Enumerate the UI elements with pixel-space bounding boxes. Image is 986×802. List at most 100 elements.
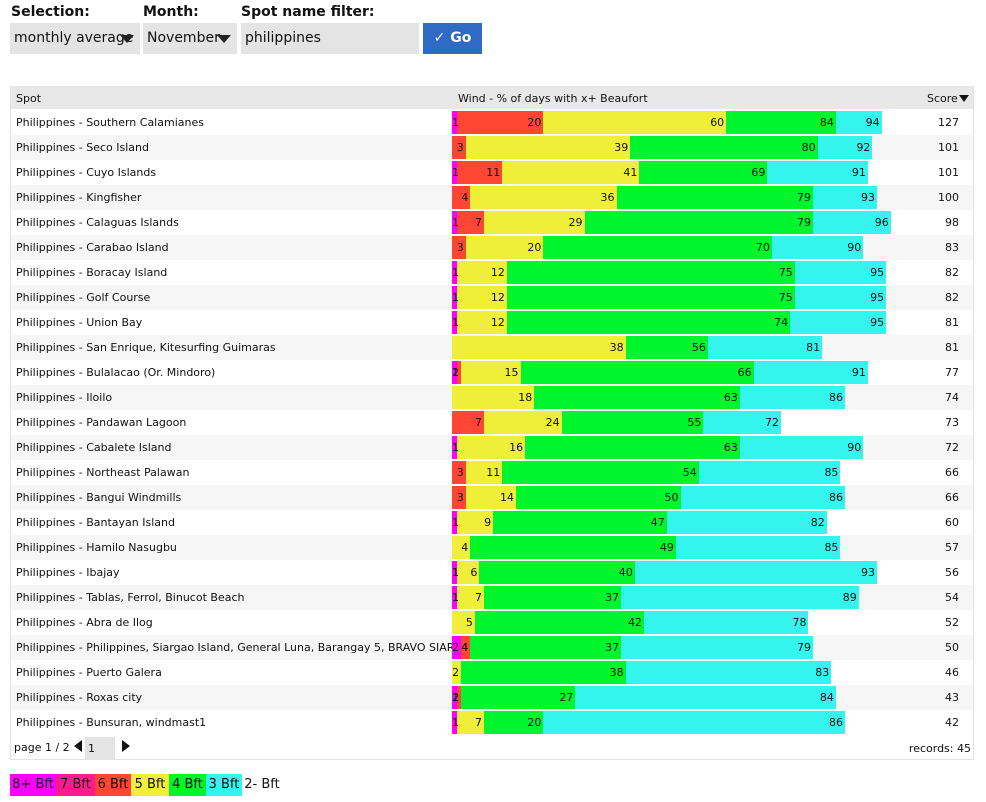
wind-bar-value: 92 <box>856 141 871 154</box>
wind-bar-segment <box>452 386 535 409</box>
table-row[interactable]: Philippines - Bunsuran, windmast11172086… <box>11 710 973 735</box>
wind-bar-segment <box>452 111 457 134</box>
wind-bar-value: 63 <box>723 441 738 454</box>
spot-name[interactable]: Philippines - Union Bay <box>16 316 143 329</box>
table-row[interactable]: Philippines - Northeast Palawan 3 11 54 85 66 <box>11 460 973 485</box>
table-row[interactable]: Philippines - Bulalacao (Or. Mindoro)121… <box>11 360 973 385</box>
prev-page-icon[interactable] <box>74 740 82 752</box>
spot-name[interactable]: Philippines - Cuyo Islands <box>16 166 157 179</box>
wind-bar-value: 78 <box>792 616 807 629</box>
wind-bar-segment <box>452 311 507 334</box>
wind-bar-segment <box>452 636 622 659</box>
table-row[interactable]: Philippines - Philippines, Siargao Islan… <box>11 635 973 660</box>
table-row[interactable]: Philippines - Pandawan Lagoon 7 24 55 72 73 <box>11 410 973 435</box>
spot-name[interactable]: Philippines - Tablas, Ferrol, Binucot Be… <box>16 591 245 604</box>
page-info: page 1 / 2 <box>14 741 70 754</box>
col-header-score[interactable]: Score <box>927 87 969 111</box>
spot-name[interactable]: Philippines - Roxas city <box>16 691 143 704</box>
wind-bar-segment <box>452 136 631 159</box>
table-row[interactable]: Philippines - Golf Course1112759582 <box>11 285 973 310</box>
spot-name[interactable]: Philippines - Boracay Island <box>16 266 168 279</box>
wind-bar-segment <box>452 261 457 284</box>
table-row[interactable]: Philippines - Calaguas Islands1729799698 <box>11 210 973 235</box>
legend-item: 7 Bft <box>56 774 95 796</box>
go-button[interactable]: ✓ Go <box>423 23 482 54</box>
spot-name[interactable]: Philippines - Seco Island <box>16 141 149 154</box>
spot-name[interactable]: Philippines - Hamilo Nasugbu <box>16 541 177 554</box>
wind-bar-value: 74 <box>774 316 789 329</box>
spot-name[interactable]: Philippines - Bulalacao (Or. Mindoro) <box>16 366 216 379</box>
wind-bar-value: 20 <box>527 116 542 129</box>
spot-name[interactable]: Philippines - Northeast Palawan <box>16 466 190 479</box>
table-row[interactable]: Philippines - Southern Calamianes1206084… <box>11 110 973 135</box>
wind-bar-value: 40 <box>618 566 633 579</box>
wind-bar-segment <box>452 661 626 684</box>
table-row[interactable]: Philippines - Roxas city122278443 <box>11 685 973 710</box>
table-row[interactable]: Philippines - Puerto Galera 2 38 83 46 <box>11 660 973 685</box>
spot-name[interactable]: Philippines - Golf Course <box>16 291 151 304</box>
wind-bar-segment <box>452 511 494 534</box>
spot-name[interactable]: Philippines - Abra de Ilog <box>16 616 153 629</box>
spot-filter-input[interactable]: philippines <box>241 23 419 54</box>
wind-bar-value: 95 <box>870 316 885 329</box>
wind-bar-value: 84 <box>819 691 834 704</box>
spot-name[interactable]: Philippines - Philippines, Siargao Islan… <box>16 641 479 654</box>
score-value: 66 <box>945 466 959 479</box>
spot-name[interactable]: Philippines - Bantayan Island <box>16 516 175 529</box>
sort-desc-icon <box>959 95 969 102</box>
wind-bar-value: 95 <box>870 291 885 304</box>
col-header-spot[interactable]: Spot <box>16 92 42 105</box>
page-number-input[interactable]: 1 <box>85 737 115 759</box>
table-row[interactable]: Philippines - Bantayan Island119478260 <box>11 510 973 535</box>
selection-value: monthly average <box>14 30 134 46</box>
table-row[interactable]: Philippines - Hamilo Nasugbu 4 49 85 57 <box>11 535 973 560</box>
wind-bar-value: 80 <box>801 141 816 154</box>
wind-bar-segment <box>452 636 462 659</box>
wind-bar-value: 96 <box>874 216 889 229</box>
score-value: 43 <box>945 691 959 704</box>
wind-bar-segment <box>452 586 622 609</box>
spot-name[interactable]: Philippines - Calaguas Islands <box>16 216 179 229</box>
spot-name[interactable]: Philippines - San Enrique, Kitesurfing G… <box>16 341 276 354</box>
table-row[interactable]: Philippines - Cuyo Islands111416991101 <box>11 160 973 185</box>
spot-name[interactable]: Philippines - Pandawan Lagoon <box>16 416 187 429</box>
wind-bar-value: 7 <box>474 416 482 429</box>
selection-dropdown[interactable]: monthly average <box>10 23 140 54</box>
table-row[interactable]: Philippines - Seco Island 3 39 80 92 101 <box>11 135 973 160</box>
spot-name[interactable]: Philippines - Cabalete Island <box>16 441 172 454</box>
spot-name[interactable]: Philippines - Iloilo <box>16 391 113 404</box>
wind-bar-value: 36 <box>600 191 615 204</box>
table-row[interactable]: Philippines - Boracay Island1112759582 <box>11 260 973 285</box>
table-row[interactable]: Philippines - Carabao Island 3 20 70 90 83 <box>11 235 973 260</box>
spot-name[interactable]: Philippines - Kingfisher <box>16 191 142 204</box>
spot-name[interactable]: Philippines - Ibajay <box>16 566 120 579</box>
table-row[interactable]: Philippines - Cabalete Island1116639072 <box>11 435 973 460</box>
next-page-icon[interactable] <box>122 740 130 752</box>
table-row[interactable]: Philippines - Iloilo 18 63 86 74 <box>11 385 973 410</box>
table-row[interactable]: Philippines - Ibajay116409356 <box>11 560 973 585</box>
table-row[interactable]: Philippines - Abra de Ilog 5 42 78 52 <box>11 610 973 635</box>
score-value: 127 <box>938 116 959 129</box>
spot-name[interactable]: Philippines - Puerto Galera <box>16 666 162 679</box>
wind-bar-value: 69 <box>751 166 766 179</box>
wind-bar-value: 60 <box>710 116 725 129</box>
spot-name[interactable]: Philippines - Carabao Island <box>16 241 169 254</box>
spot-name[interactable]: Philippines - Southern Calamianes <box>16 116 204 129</box>
col-header-wind[interactable]: Wind - % of days with x+ Beaufort <box>458 92 648 105</box>
table-row[interactable]: Philippines - Union Bay1112749581 <box>11 310 973 335</box>
spot-name[interactable]: Philippines - Bunsuran, windmast1 <box>16 716 207 729</box>
spot-name[interactable]: Philippines - Bangui Windmills <box>16 491 182 504</box>
wind-bar-value: 4 <box>461 541 469 554</box>
wind-bar-value: 38 <box>609 666 624 679</box>
table-row[interactable]: Philippines - Kingfisher 4 36 79 93 100 <box>11 185 973 210</box>
table-row[interactable]: Philippines - San Enrique, Kitesurfing G… <box>11 335 973 360</box>
wind-bar-value: 16 <box>509 441 524 454</box>
wind-bar-value: 14 <box>499 491 514 504</box>
wind-bar-value: 75 <box>778 266 793 279</box>
month-dropdown[interactable]: November <box>143 23 237 54</box>
wind-bar-segment <box>452 361 521 384</box>
score-value: 42 <box>945 716 959 729</box>
table-row[interactable]: Philippines - Tablas, Ferrol, Binucot Be… <box>11 585 973 610</box>
table-row[interactable]: Philippines - Bangui Windmills 3 14 50 86 66 <box>11 485 973 510</box>
score-value: 82 <box>945 266 959 279</box>
